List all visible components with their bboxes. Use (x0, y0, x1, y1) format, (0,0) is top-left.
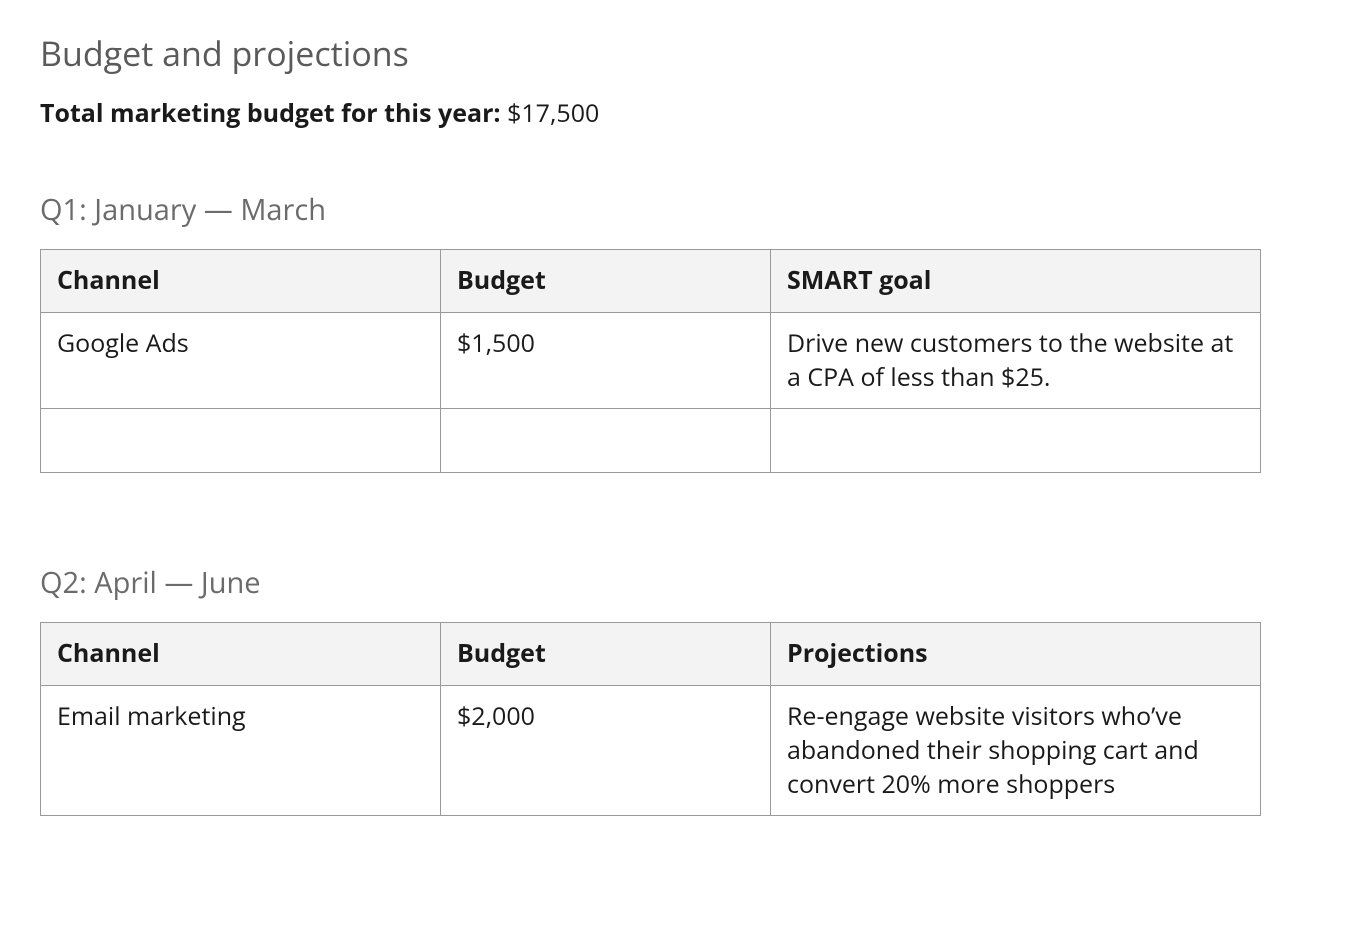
col-header-channel: Channel (41, 623, 441, 686)
cell-goal: Re-engage website visitors who’ve abando… (771, 686, 1261, 816)
q1-table: Channel Budget SMART goal Google Ads $1,… (40, 249, 1261, 473)
col-header-goal: SMART goal (771, 250, 1261, 313)
total-budget-label: Total marketing budget for this year: (40, 96, 501, 130)
cell-budget (441, 409, 771, 473)
section-q1: Q1: January — March Channel Budget SMART… (40, 190, 1306, 473)
section-q1-title: Q1: January — March (40, 190, 1306, 229)
section-q2: Q2: April — June Channel Budget Projecti… (40, 563, 1306, 816)
total-budget-line: Total marketing budget for this year: $1… (40, 96, 1306, 130)
table-row: Email marketing $2,000 Re-engage website… (41, 686, 1261, 816)
table-header-row: Channel Budget Projections (41, 623, 1261, 686)
cell-budget: $2,000 (441, 686, 771, 816)
q2-table: Channel Budget Projections Email marketi… (40, 622, 1261, 816)
cell-channel (41, 409, 441, 473)
col-header-channel: Channel (41, 250, 441, 313)
section-q2-title: Q2: April — June (40, 563, 1306, 602)
total-budget-value: $17,500 (507, 96, 599, 130)
table-row: Google Ads $1,500 Drive new customers to… (41, 312, 1261, 409)
cell-channel: Email marketing (41, 686, 441, 816)
cell-goal: Drive new customers to the website at a … (771, 312, 1261, 409)
page-title: Budget and projections (40, 30, 1306, 76)
cell-budget: $1,500 (441, 312, 771, 409)
col-header-projections: Projections (771, 623, 1261, 686)
col-header-budget: Budget (441, 250, 771, 313)
table-header-row: Channel Budget SMART goal (41, 250, 1261, 313)
col-header-budget: Budget (441, 623, 771, 686)
cell-goal (771, 409, 1261, 473)
table-row (41, 409, 1261, 473)
cell-channel: Google Ads (41, 312, 441, 409)
